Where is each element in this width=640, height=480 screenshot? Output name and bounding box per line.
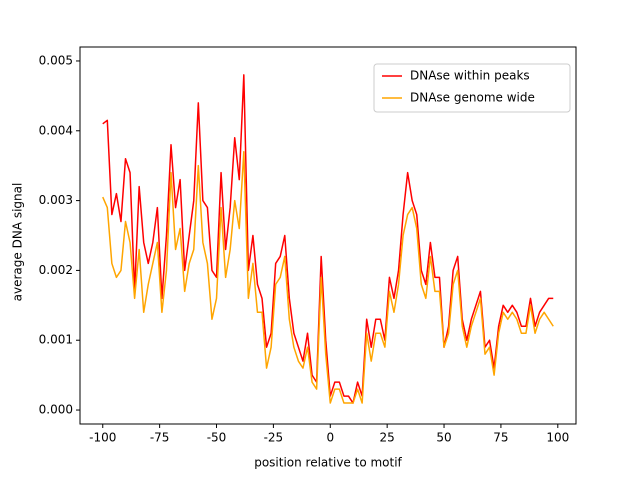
y-tick-label: 0.004 [39, 123, 73, 137]
x-tick-label: -25 [264, 431, 284, 445]
x-tick-label: 50 [436, 431, 451, 445]
x-tick-label: 25 [380, 431, 395, 445]
x-tick-label: 75 [493, 431, 508, 445]
y-tick-label: 0.003 [39, 193, 73, 207]
y-tick-label: 0.001 [39, 333, 73, 347]
x-tick-label: -100 [89, 431, 116, 445]
x-axis-label: position relative to motif [254, 456, 402, 470]
line [102, 74, 554, 404]
y-tick-label: 0.000 [39, 403, 73, 417]
legend-label: DNAse within peaks [410, 69, 530, 83]
y-tick-label: 0.002 [39, 263, 73, 277]
x-tick-label: 100 [546, 431, 569, 445]
plot-frame [79, 46, 577, 425]
x-tick-label: -50 [207, 431, 227, 445]
y-axis-label: average DNA signal [11, 183, 25, 302]
x-tick-label: -75 [150, 431, 170, 445]
y-tick-label: 0.005 [39, 53, 73, 67]
legend-box [373, 63, 571, 113]
legend-label: DNAse genome wide [410, 91, 535, 105]
line [102, 150, 554, 404]
x-tick-label: 0 [326, 431, 334, 445]
